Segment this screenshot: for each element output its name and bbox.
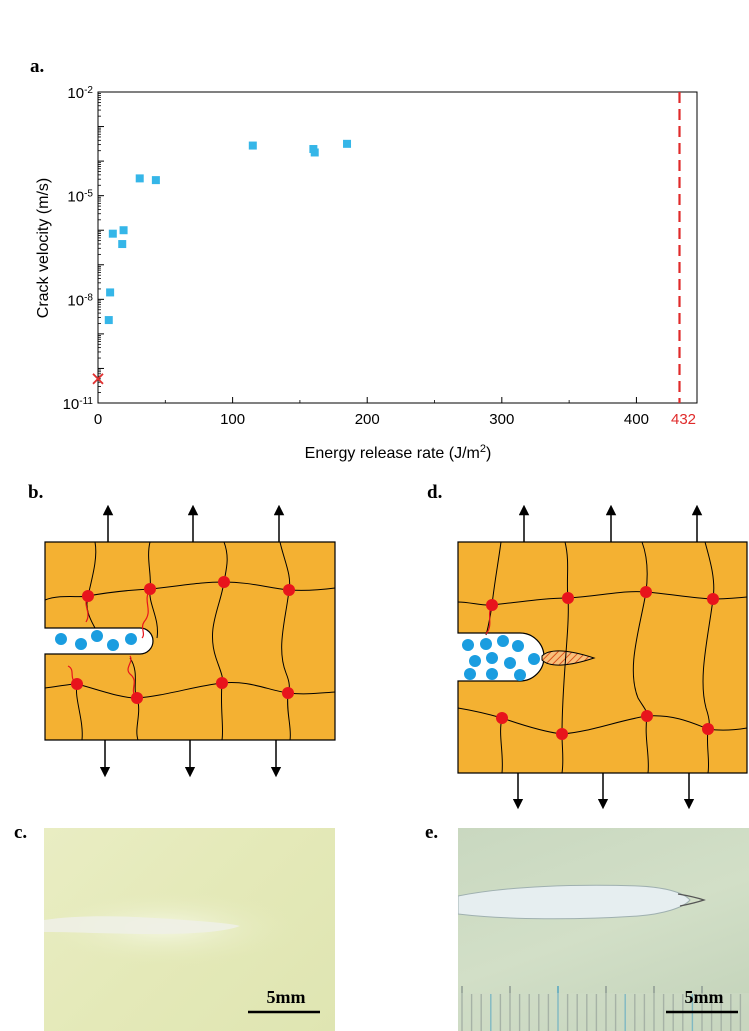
data-point (119, 226, 128, 235)
panel-label-e: e. (425, 822, 439, 843)
data-point (343, 139, 352, 148)
solvent-molecules (462, 635, 540, 681)
data-point (104, 316, 113, 325)
solvent-molecules (55, 630, 137, 651)
critical-line-label: 432 (671, 411, 696, 428)
tension-arrows-bottom (99, 740, 282, 778)
critical-line: 432 (671, 92, 696, 428)
data-point (108, 229, 117, 238)
x-tick-label: 100 (220, 411, 245, 428)
scalebar-label-c: 5mm (267, 987, 306, 1007)
x-tick-label: 400 (624, 411, 649, 428)
crack-image (458, 884, 691, 920)
crack-image (44, 916, 240, 934)
data-points (92, 139, 352, 385)
ruler-ticks (461, 986, 742, 1031)
data-point (248, 141, 257, 150)
panel-label-c: c. (14, 822, 28, 843)
data-point (106, 288, 115, 297)
schematic-d (457, 504, 748, 810)
x-tick-label: 0 (94, 411, 102, 428)
panel-label-d: d. (427, 482, 443, 503)
gel-body (44, 541, 336, 741)
data-point (151, 176, 160, 185)
tension-arrows-bottom (512, 773, 695, 810)
y-axis-label: Crack velocity (m/s) (35, 178, 52, 318)
panel-label-b: b. (28, 482, 44, 503)
x-tick-label: 300 (489, 411, 514, 428)
tension-arrows-top (102, 504, 285, 542)
y-tick-label: 10-2 (67, 85, 93, 103)
photo-e: 5mm (458, 828, 749, 1031)
crack-tip-zone (541, 650, 596, 666)
y-tick-label: 10-5 (67, 188, 93, 206)
photo-e-content: 5mm (458, 884, 749, 1031)
y-tick-label: 10-8 (67, 292, 93, 310)
tension-arrows-top (518, 504, 703, 542)
data-point (310, 148, 319, 157)
scalebar-label-e: 5mm (685, 987, 724, 1007)
plot-border (97, 91, 698, 404)
gel-body (457, 541, 748, 774)
x-axis-label: Energy release rate (J/m2) (305, 443, 492, 462)
x-axis-ticks: 0 100 200 300 400 (94, 397, 649, 428)
crosslink-nodes (71, 576, 295, 704)
plot-frame (97, 91, 698, 404)
photo-c: 5mm (44, 828, 335, 1031)
data-point (118, 240, 127, 249)
photo-c-content: 5mm (44, 888, 320, 1014)
panel-label-a: a. (30, 56, 45, 77)
crack-velocity-chart: 10-2 10-5 10-8 10-11 0 100 200 300 400 432 Ener… (35, 85, 698, 462)
y-axis-ticks: 10-2 10-5 10-8 10-11 (63, 85, 104, 414)
x-tick-label: 200 (355, 411, 380, 428)
y-tick-label: 10-11 (63, 396, 94, 414)
data-point (135, 174, 144, 183)
threshold-marker (92, 373, 104, 385)
schematic-b (44, 504, 336, 778)
crack-tip (677, 893, 706, 907)
crosslink-nodes (486, 586, 719, 740)
